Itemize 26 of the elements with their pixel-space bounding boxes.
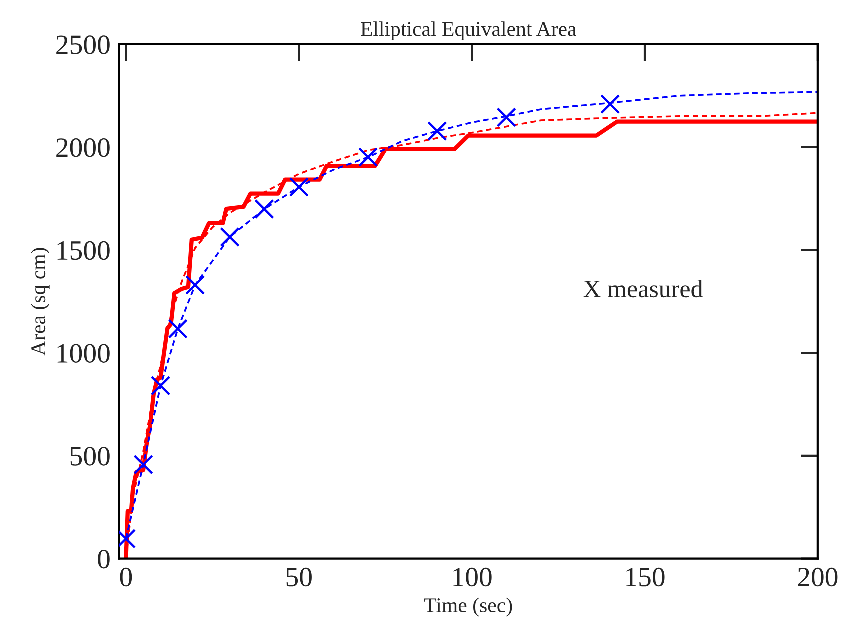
point bbox=[185, 275, 206, 296]
point bbox=[600, 94, 620, 114]
x-axis-title: Time (sec) bbox=[424, 598, 512, 617]
y-tick-label: 1000 bbox=[58, 344, 110, 363]
x-tick-label: 0 bbox=[120, 568, 132, 587]
point bbox=[168, 319, 188, 339]
x-tick-label: 150 bbox=[626, 568, 665, 587]
point bbox=[134, 454, 154, 475]
y-tick-label: 2500 bbox=[56, 36, 110, 54]
y-tick-label: 1500 bbox=[58, 241, 110, 260]
x-tick-label: 100 bbox=[454, 568, 492, 587]
chart-title: Elliptical Equivalent Area bbox=[361, 22, 576, 41]
point bbox=[254, 199, 274, 220]
annotation: X measured bbox=[584, 280, 703, 298]
point bbox=[150, 376, 171, 396]
point bbox=[358, 148, 378, 168]
x-tick-label: 200 bbox=[798, 568, 838, 587]
y-tick-label: 500 bbox=[70, 447, 110, 466]
x-tick-label: 50 bbox=[286, 568, 312, 587]
point bbox=[220, 227, 240, 248]
y-axis-title: Area (sq cm) bbox=[30, 248, 50, 356]
y-tick-label: 0 bbox=[98, 550, 110, 569]
point bbox=[289, 177, 310, 198]
point bbox=[496, 108, 517, 128]
y-tick-label: 2000 bbox=[56, 138, 110, 158]
point bbox=[428, 121, 448, 142]
